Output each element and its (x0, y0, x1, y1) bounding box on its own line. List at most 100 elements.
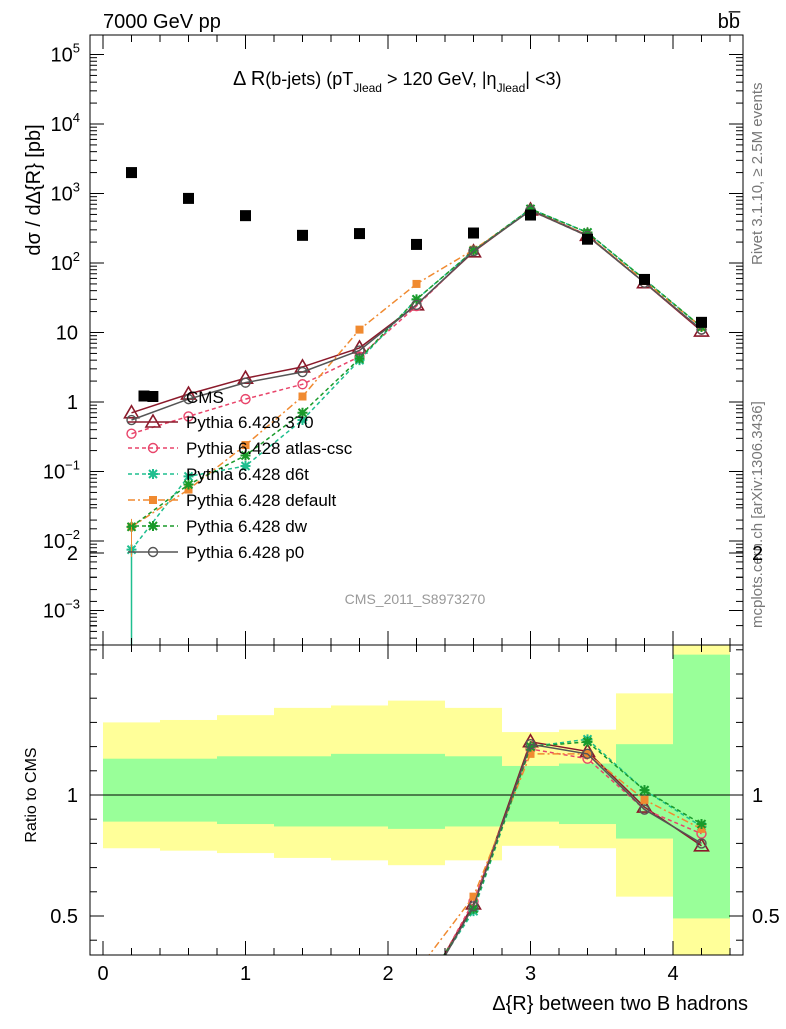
legend-marker-2 (148, 469, 158, 479)
cms-data-point (639, 273, 650, 285)
main-y-tick-label: 105 (51, 41, 80, 67)
legend-label-1: Pythia 6.428 atlas-csc (186, 439, 353, 458)
ratio-marker-5 (525, 738, 536, 750)
mcplots-label: mcplots.cern.ch [arXiv:1306.3436] (749, 401, 766, 628)
series-marker-3 (184, 485, 193, 494)
series-marker-2 (240, 460, 251, 471)
main-y-tick-label: 103 (51, 180, 80, 206)
series-marker-5 (183, 393, 194, 405)
series-marker-4 (582, 227, 593, 238)
title-part-f: | <3) (525, 69, 561, 89)
legend-label-2: Pythia 6.428 d6t (186, 465, 309, 484)
ratio-marker-3 (526, 749, 535, 758)
ratio-line-3 (428, 753, 702, 955)
ratio-y-tick-label: 1 (67, 785, 78, 807)
main-y-tick-label: 10−1 (43, 458, 80, 484)
cms-data-point (525, 209, 536, 221)
ratio-band-green (445, 756, 502, 827)
ratio-band-green (559, 763, 616, 825)
main-y-tick-exp: −3 (65, 597, 80, 612)
x-tick-label: 2 (382, 963, 393, 985)
main-y-tick-base: 1 (67, 392, 78, 414)
series-line-5 (131, 209, 702, 421)
ratio-marker-5 (639, 804, 650, 815)
process-label: bb̅ (718, 10, 741, 33)
main-y-tick-exp: 5 (73, 41, 80, 56)
series-marker-5 (468, 245, 479, 257)
series-marker-5 (126, 414, 137, 426)
main-y-tick-label: 10−2 (43, 527, 80, 553)
series-marker-5 (297, 366, 308, 378)
ratio-y-tick-label-right: 1 (752, 785, 763, 807)
ratio-y-label: Ratio to CMS (23, 747, 40, 842)
title-part-d: > 120 GeV, |η (382, 69, 497, 89)
legend-marker-3 (149, 496, 157, 504)
series-marker-4 (183, 479, 194, 490)
analysis-watermark: CMS_2011_S8973270 (345, 591, 486, 607)
title-sub-jlead-1: Jlead (353, 81, 382, 95)
series-marker-3 (298, 392, 307, 401)
main-y-tick-exp: 3 (73, 180, 80, 195)
ratio-series-layer (428, 733, 710, 955)
ratio-marker-4 (639, 785, 650, 796)
x-tick-label: 0 (97, 963, 108, 985)
ratio-marker-3 (640, 795, 649, 804)
ratio-band-green (160, 758, 217, 822)
main-y-tick-base: 10 (43, 462, 65, 484)
series-marker-1 (183, 411, 194, 422)
series-marker-4 (525, 203, 536, 214)
title-sub-jlead-2: Jlead (497, 81, 526, 95)
main-y-tick-label: 102 (51, 249, 80, 275)
ratio-band-green (274, 756, 331, 827)
series-marker-2 (183, 471, 194, 482)
main-y-tick-exp: −1 (65, 458, 80, 473)
ratio-marker-4 (582, 736, 593, 747)
main-y-tick-base: 10 (51, 114, 73, 136)
cms-data-point (126, 167, 137, 179)
cms-data-point (183, 192, 194, 204)
legend-label-5: Pythia 6.428 p0 (186, 543, 304, 562)
series-marker-1 (126, 428, 137, 439)
legend-marker-5 (147, 546, 159, 558)
ratio-marker-0 (693, 837, 710, 852)
series-marker-3 (241, 441, 250, 450)
legend: CMS Pythia 6.428 370 Pythia 6.428 atlas-cs… (128, 388, 353, 562)
ratio-marker-3 (469, 892, 478, 901)
ratio-y-tick-label-right: 2 (752, 543, 763, 565)
cms-data-point (240, 210, 251, 222)
rivet-label: Rivet 3.1.10, ≥ 2.5M events (749, 83, 766, 266)
ratio-line-0 (443, 740, 702, 955)
main-title: Δ R(b-jets) (pTJlead > 120 GeV, |ηJlead|… (233, 68, 561, 95)
x-tick-label: 1 (240, 963, 251, 985)
series-marker-5 (411, 299, 422, 311)
main-y-tick-label: 10−3 (43, 597, 80, 623)
x-axis-label: Δ{R} between two B hadrons (492, 993, 748, 1015)
ratio-y-tick-label: 0.5 (50, 906, 78, 928)
main-y-tick-label: 104 (51, 110, 80, 136)
series-marker-1 (240, 393, 251, 405)
ratio-band-green (217, 756, 274, 825)
cms-data-point (147, 390, 159, 402)
title-part-b: (b-jets) (pT (265, 69, 353, 89)
legend-label-3: Pythia 6.428 default (186, 491, 337, 510)
main-y-tick-exp: −2 (65, 527, 80, 542)
ratio-marker-5 (468, 901, 479, 912)
series-marker-3 (355, 325, 364, 334)
main-y-tick-base: 10 (43, 601, 65, 623)
legend-label-0: Pythia 6.428 370 (186, 413, 314, 432)
ratio-band-green (673, 654, 730, 919)
main-y-tick-base: 10 (43, 531, 65, 553)
cms-data-point (411, 238, 422, 250)
ratio-band-green (388, 753, 445, 829)
series-marker-2 (297, 415, 308, 426)
main-y-tick-base: 10 (56, 323, 78, 345)
series-marker-5 (240, 377, 251, 388)
series-marker-3 (412, 279, 421, 288)
x-tick-label: 3 (525, 963, 536, 985)
ratio-marker-5 (582, 748, 593, 760)
x-tick-label: 4 (667, 963, 678, 985)
main-y-tick-base: 10 (51, 253, 73, 275)
series-marker-4 (297, 407, 308, 418)
